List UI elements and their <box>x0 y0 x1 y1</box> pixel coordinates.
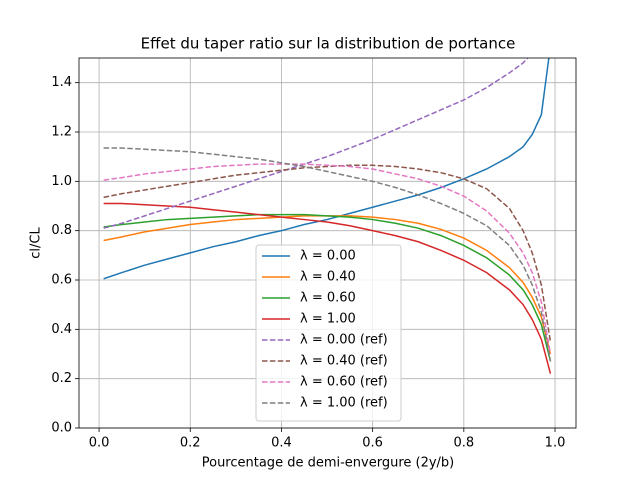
legend: λ = 0.00 λ = 0.40 λ = 0.60 λ = 1.00 λ = 0.00… <box>255 244 402 422</box>
legend-label: λ = 0.60 <box>300 291 356 306</box>
x-tick-label: 0.0 <box>89 436 110 451</box>
x-axis-label: Pourcentage de demi-envergure (2y/b) <box>202 456 455 471</box>
y-tick-label: 0.8 <box>51 223 72 238</box>
legend-label: λ = 1.00 (ref) <box>300 396 388 411</box>
x-tick-label: 0.8 <box>453 436 474 451</box>
plot-frame <box>78 57 577 429</box>
legend-label: λ = 1.00 <box>300 312 356 327</box>
x-tick-label: 0.2 <box>180 436 201 451</box>
x-tick-label: 1.0 <box>545 436 566 451</box>
series-line <box>103 215 552 355</box>
x-tick-label: 0.6 <box>362 436 383 451</box>
grid <box>79 58 576 429</box>
legend-label: λ = 0.40 <box>300 270 356 285</box>
series-line <box>103 213 552 362</box>
y-tick-label: 0.2 <box>51 371 72 386</box>
series-line <box>103 202 552 374</box>
legend-box <box>255 244 402 422</box>
y-tick-label: 1.0 <box>51 174 72 189</box>
legend-label: λ = 0.00 (ref) <box>300 333 388 348</box>
series-line <box>103 147 552 362</box>
series-line <box>103 58 550 280</box>
legend-label: λ = 0.00 <box>300 249 356 264</box>
y-tick-label: 1.4 <box>51 75 72 90</box>
y-tick-label: 0.0 <box>51 421 72 436</box>
series-line <box>103 163 552 355</box>
y-axis-label: cl/CL <box>29 227 44 259</box>
series-line <box>103 58 529 229</box>
series-line <box>103 164 552 342</box>
y-tick-label: 0.4 <box>51 322 72 337</box>
legend-label: λ = 0.60 (ref) <box>300 375 388 390</box>
x-tick-label: 0.4 <box>271 436 292 451</box>
y-tick-label: 0.6 <box>51 273 72 288</box>
legend-label: λ = 0.40 (ref) <box>300 354 388 369</box>
y-tick-label: 1.2 <box>51 125 72 140</box>
chart-title: Effet du taper ratio sur la distribution… <box>141 35 516 53</box>
plot-lines <box>103 58 552 374</box>
